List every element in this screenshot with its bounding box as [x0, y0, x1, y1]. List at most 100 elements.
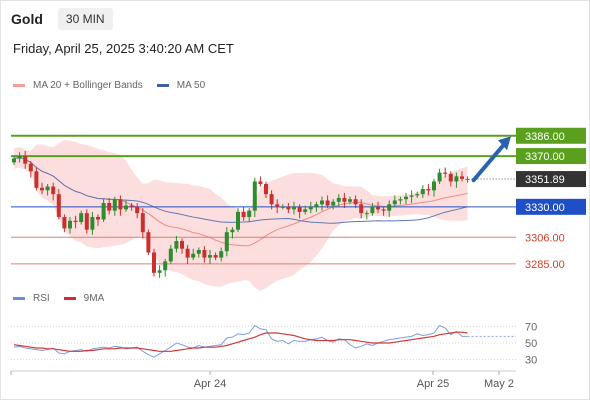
legend-swatch: [13, 297, 25, 300]
candle-body: [236, 211, 240, 230]
candle-body: [191, 253, 196, 258]
candle-body: [12, 158, 16, 163]
candle-body: [124, 205, 128, 210]
candle-body: [392, 200, 397, 205]
candle-body: [45, 186, 50, 191]
candle-body: [264, 183, 268, 195]
level-label: 3306.00: [525, 232, 565, 244]
legend-item-rsi: RSI: [13, 293, 50, 304]
candle-body: [280, 206, 285, 208]
candle-body: [96, 216, 100, 220]
symbol-title: Gold: [11, 11, 43, 27]
candle-body: [196, 249, 201, 254]
candle-body: [364, 213, 369, 215]
candle-body: [118, 199, 123, 210]
level-label: 3370.00: [525, 151, 565, 163]
candle-body: [101, 203, 106, 220]
candle-body: [437, 172, 442, 182]
candle-body: [174, 241, 179, 249]
candle-body: [202, 249, 207, 258]
candle-body: [269, 194, 274, 205]
rsi-tick-label: 30: [525, 355, 537, 367]
candle-body: [426, 189, 431, 191]
candle-body: [460, 176, 464, 179]
candle-body: [135, 206, 140, 214]
candle-body: [325, 200, 330, 206]
candle-body: [314, 204, 319, 207]
candle-body: [454, 176, 459, 182]
level-label: 3285.00: [525, 259, 565, 271]
rsi-tick-label: 70: [525, 321, 537, 333]
candle-body: [112, 199, 117, 211]
candle-body: [353, 199, 358, 205]
candle-body: [73, 220, 78, 223]
level-label-bg: [516, 171, 586, 188]
candle-body: [56, 194, 61, 217]
rsi-ma9-line: [13, 331, 468, 352]
candle-body: [448, 173, 453, 182]
candle-body: [247, 210, 252, 217]
candle-body: [230, 229, 235, 233]
candle-body: [241, 211, 246, 217]
candle-body: [84, 213, 89, 230]
chart-header: Gold 30 MIN: [0, 6, 113, 32]
legend-label: MA 20 + Bollinger Bands: [33, 80, 143, 91]
candle-body: [348, 199, 352, 202]
candle-body: [34, 171, 39, 188]
legend-item-ma50: MA 50: [156, 80, 206, 91]
candle-body: [336, 197, 341, 202]
timestamp: Friday, April 25, 2025 3:40:20 AM CET: [13, 41, 234, 56]
candle-body: [28, 163, 33, 172]
candle-body: [420, 189, 425, 195]
candle-body: [252, 181, 257, 211]
rsi-tick-label: 50: [525, 338, 537, 350]
ma50-line: [13, 156, 468, 224]
level-label: 3386.00: [525, 131, 565, 143]
candle-body: [51, 186, 56, 195]
candle-body: [432, 181, 436, 191]
forecast-arrow: [471, 141, 507, 183]
candle-body: [208, 255, 212, 258]
candle-body: [465, 178, 470, 180]
timeframe-badge[interactable]: 30 MIN: [57, 8, 113, 30]
legend-label: MA 50: [176, 80, 206, 91]
level-label-bg: [516, 148, 586, 165]
candle-body: [297, 206, 302, 212]
candle-body: [107, 203, 112, 211]
candle-body: [140, 213, 145, 233]
legend-label: RSI: [33, 293, 50, 304]
candle-body: [409, 195, 414, 197]
legend-item-9ma: 9MA: [63, 293, 105, 304]
candle-body: [320, 200, 324, 205]
candle-body: [376, 206, 380, 210]
candle-body: [292, 206, 296, 210]
candle-body: [359, 204, 364, 214]
candle-body: [398, 199, 403, 201]
x-tick-label: May 2: [484, 378, 514, 390]
candle-body: [163, 261, 168, 271]
candle-body: [40, 187, 44, 191]
candle-body: [370, 206, 375, 214]
candle-body: [17, 156, 22, 159]
candle-body: [443, 172, 448, 174]
candle-body: [303, 209, 308, 212]
candle-body: [331, 201, 336, 206]
x-tick-label: Apr 25: [417, 378, 449, 390]
legend-swatch: [13, 84, 25, 87]
bollinger-band: [14, 139, 468, 291]
candle-body: [342, 197, 347, 202]
candle-body: [258, 181, 263, 184]
candle-body: [381, 209, 386, 211]
legend-item-bollinger: MA 20 + Bollinger Bands: [13, 80, 143, 91]
candle-body: [23, 156, 28, 164]
candle-body: [180, 241, 184, 249]
candle-body: [219, 251, 224, 258]
legend-label: 9MA: [83, 293, 105, 304]
candle-body: [275, 204, 280, 207]
candle-body: [62, 216, 67, 229]
candle-body: [68, 220, 72, 229]
candle-body: [387, 204, 392, 211]
candle-body: [404, 196, 408, 200]
level-label: 3330.00: [525, 202, 565, 214]
